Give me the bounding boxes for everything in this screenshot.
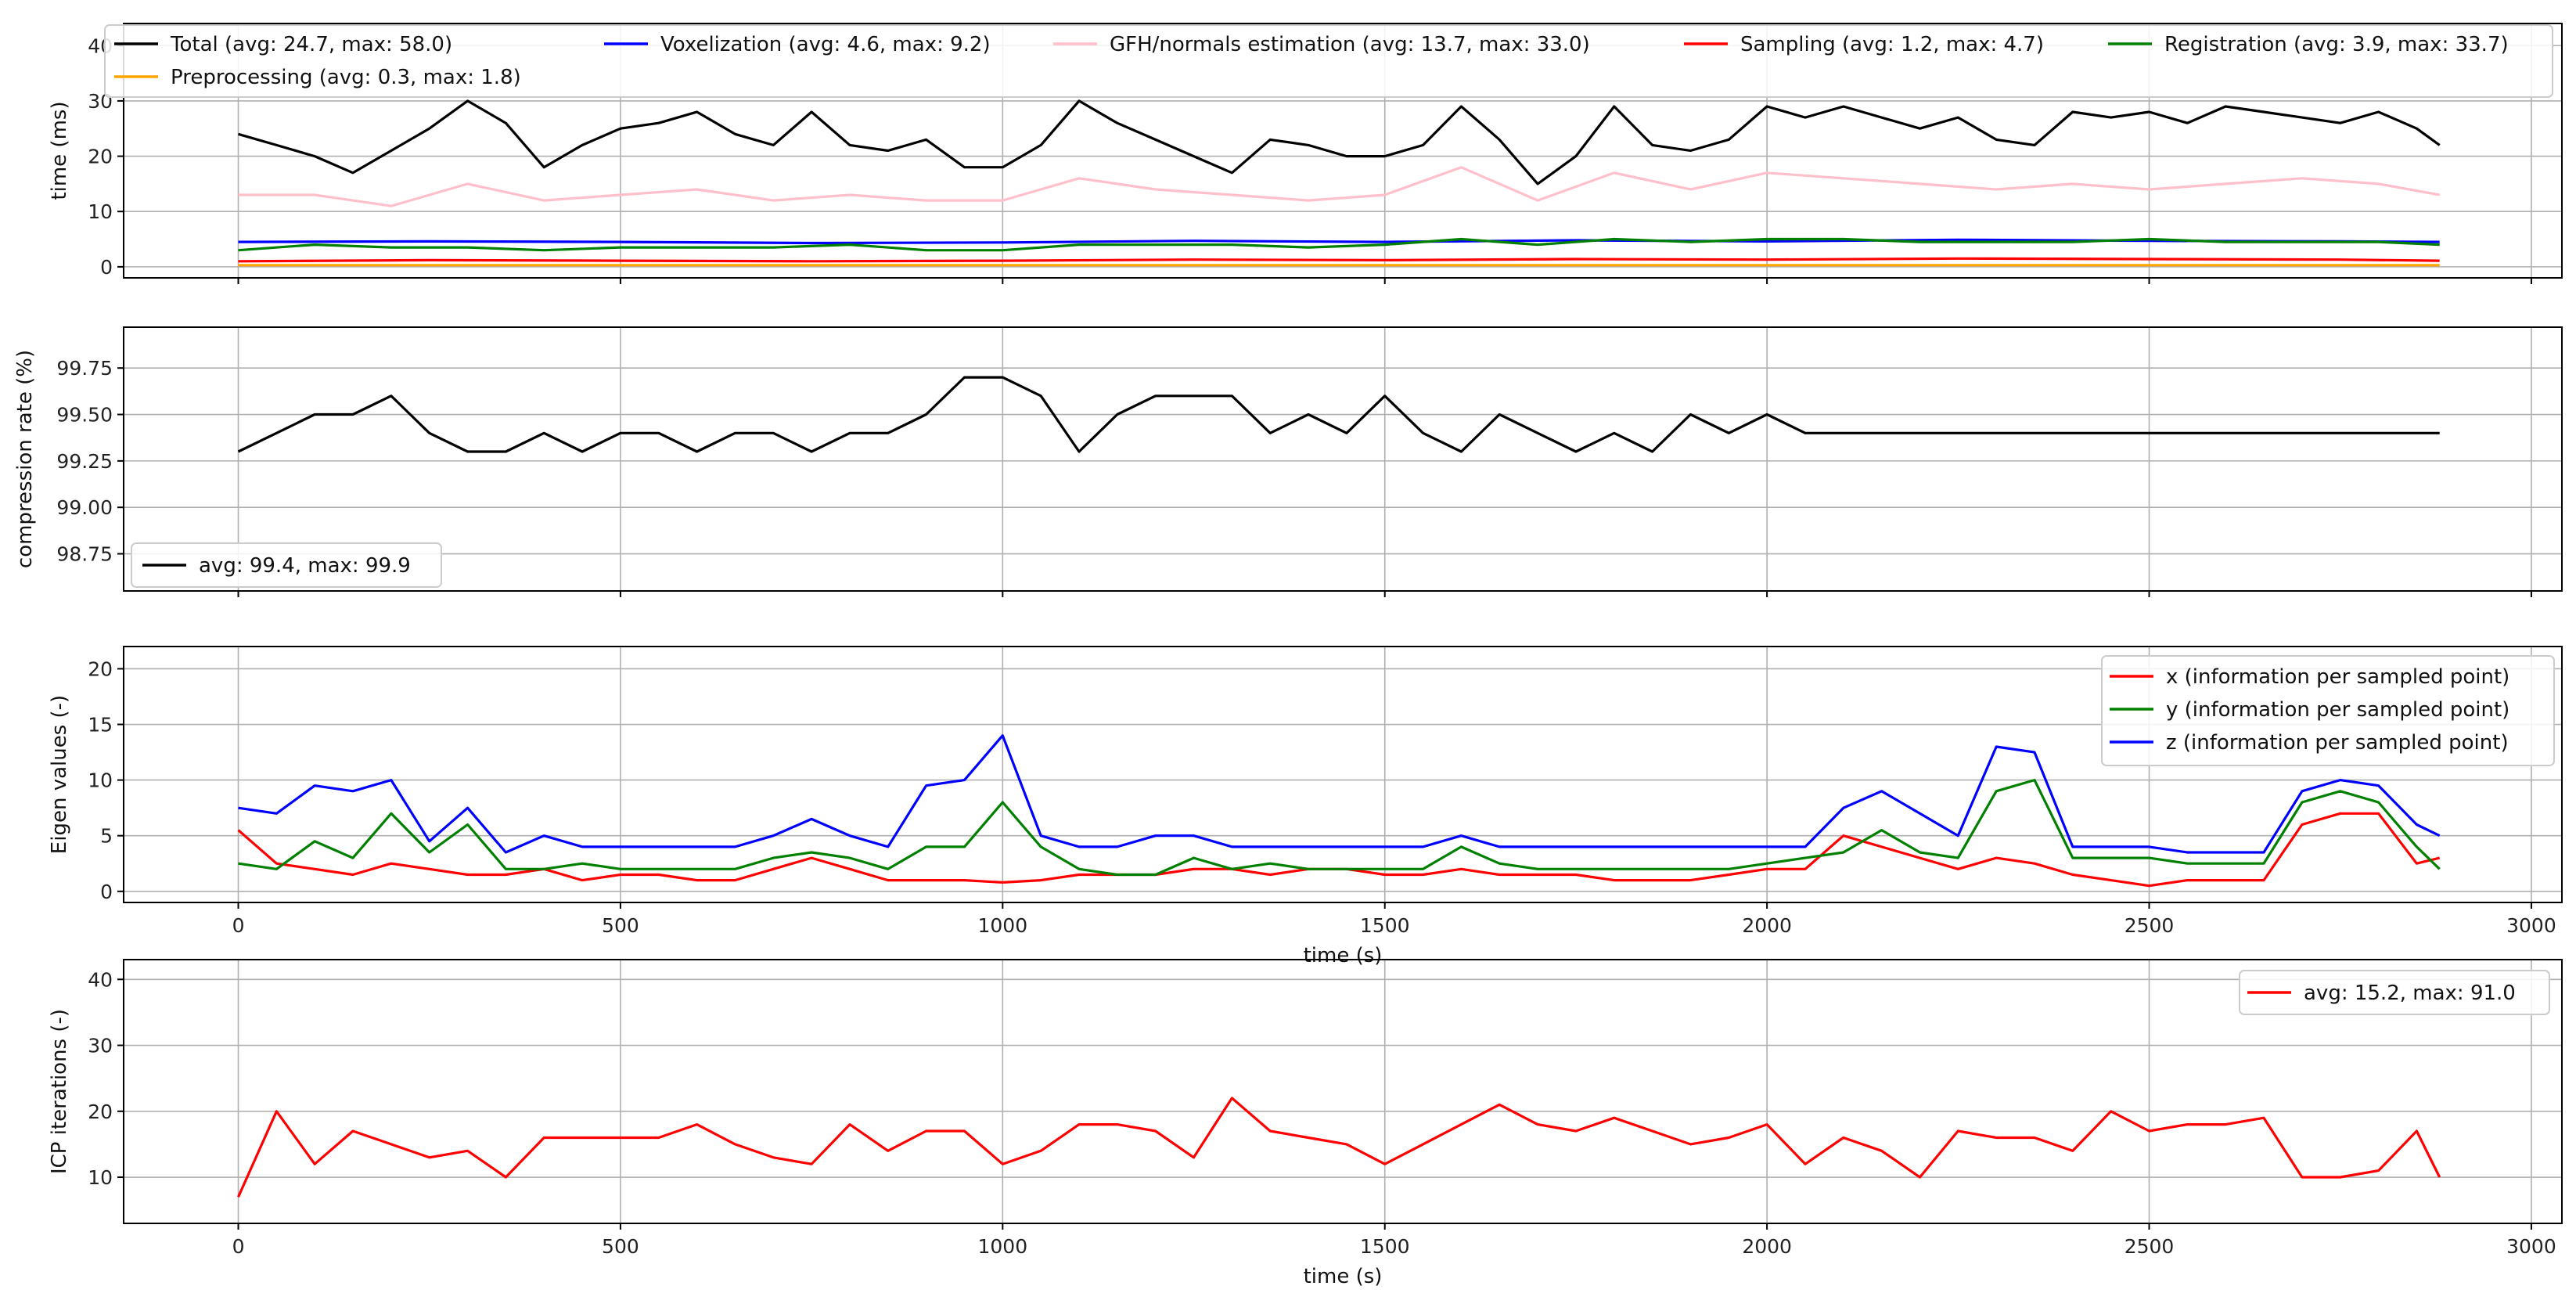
y-tick-label: 99.75 <box>56 357 113 380</box>
legend: avg: 15.2, max: 91.0 <box>2239 970 2550 1015</box>
series-line-4 <box>238 257 2440 263</box>
y-tick-label: 0 <box>100 881 113 903</box>
y-tick-label: 10 <box>88 200 113 223</box>
x-tick-label: 0 <box>232 1235 245 1258</box>
compression-panel: 98.75 99.00 99.25 99.50 99.75 compression rat… <box>13 326 2563 597</box>
y-tick-label: 15 <box>88 714 113 737</box>
x-tick-label: 3000 <box>2506 914 2556 937</box>
series-line-2 <box>238 734 2441 854</box>
legend-label: avg: 99.4, max: 99.9 <box>199 554 411 578</box>
legend-label: GFH/normals estimation (avg: 13.7, max: … <box>1110 33 1590 56</box>
legend-label: Preprocessing (avg: 0.3, max: 1.8) <box>171 66 521 89</box>
x-tick-label: 500 <box>602 914 639 937</box>
y-axis-label: ICP iterations (-) <box>48 1009 71 1174</box>
x-tick-label: 1500 <box>1360 914 1410 937</box>
legend-box <box>104 24 2553 98</box>
eigen-panel: 0 5 10 15 20 0 500 1000 1500 2000 2500 3000 Eigen va… <box>48 646 2563 967</box>
legend-box <box>2101 655 2555 766</box>
icp-panel: 10 20 30 40 0 500 1000 1500 2000 2500 3000 ICP iter… <box>48 959 2563 1288</box>
x-axis-label: time (s) <box>1304 944 1383 967</box>
y-tick-label: 20 <box>88 657 113 680</box>
x-tick-label: 2000 <box>1742 914 1792 937</box>
y-tick-label: 99.50 <box>56 404 113 427</box>
y-axis-label: compression rate (%) <box>13 350 37 568</box>
y-tick-label: 99.00 <box>56 496 113 519</box>
x-tick-label: 2000 <box>1742 1235 1792 1258</box>
y-tick-label: 30 <box>88 1035 113 1057</box>
series-line-0 <box>238 99 2441 186</box>
x-tick-label: 0 <box>232 914 245 937</box>
y-axis-label: Eigen values (-) <box>48 695 71 854</box>
y-axis-label: time (ms) <box>48 101 71 200</box>
x-tick-label: 500 <box>602 1235 639 1258</box>
y-tick-label: 98.75 <box>56 543 113 566</box>
y-tick-label: 40 <box>88 968 113 991</box>
series-line-5 <box>238 237 2440 252</box>
legend: avg: 99.4, max: 99.9 <box>131 542 442 588</box>
y-tick-label: 10 <box>88 1166 113 1189</box>
legend-label: y (information per sampled point) <box>2166 698 2509 722</box>
legend: x (information per sampled point) y (info… <box>2101 655 2555 766</box>
y-tick-label: 20 <box>88 1100 113 1123</box>
legend-label: Total (avg: 24.7, max: 58.0) <box>170 33 452 56</box>
series-line-3 <box>238 166 2440 207</box>
series-line-2 <box>238 238 2440 245</box>
legend-label: Registration (avg: 3.9, max: 33.7) <box>2164 33 2509 56</box>
x-tick-label: 1000 <box>978 914 1028 937</box>
legend-label: Sampling (avg: 1.2, max: 4.7) <box>1740 33 2044 56</box>
axes-frame <box>123 23 2563 279</box>
legend-box <box>2239 970 2550 1015</box>
legend-box <box>131 542 442 588</box>
x-tick-label: 2500 <box>2124 914 2175 937</box>
x-axis-label: time (s) <box>1304 1265 1383 1288</box>
legend-label: avg: 15.2, max: 91.0 <box>2304 982 2516 1005</box>
series-line-0 <box>237 1097 2441 1198</box>
legend-label: z (information per sampled point) <box>2166 731 2509 755</box>
y-tick-label: 10 <box>88 769 113 792</box>
y-tick-label: 0 <box>100 256 113 279</box>
x-tick-label: 2500 <box>2124 1235 2175 1258</box>
x-tick-label: 1500 <box>1360 1235 1410 1258</box>
y-tick-label: 5 <box>100 825 113 848</box>
axes-frame <box>123 326 2563 592</box>
legend: Total (avg: 24.7, max: 58.0) Voxelization… <box>104 24 2553 98</box>
y-tick-label: 99.25 <box>56 450 113 473</box>
y-tick-label: 20 <box>88 146 113 168</box>
legend-label: x (information per sampled point) <box>2166 665 2509 689</box>
series-line-0 <box>237 812 2441 888</box>
legend-label: Voxelization (avg: 4.6, max: 9.2) <box>660 33 991 56</box>
series-line-0 <box>237 376 2440 453</box>
axes-frame <box>123 646 2563 903</box>
series-line-1 <box>238 778 2441 877</box>
axes-frame <box>123 959 2563 1224</box>
x-tick-label: 1000 <box>978 1235 1028 1258</box>
x-tick-label: 3000 <box>2506 1235 2556 1258</box>
